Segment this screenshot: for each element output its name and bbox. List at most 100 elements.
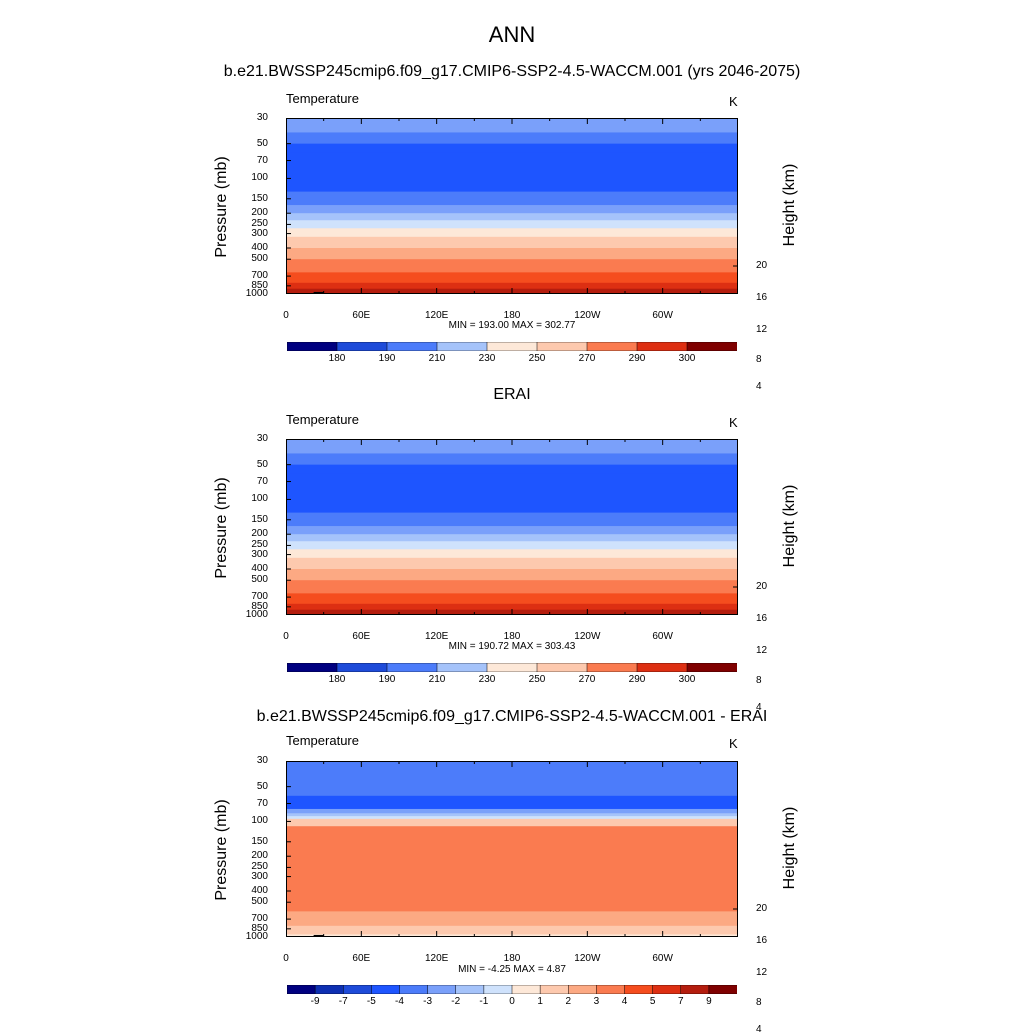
contour-band — [286, 152, 738, 179]
panel-variable-label: Temperature — [286, 733, 359, 748]
colorbar-box — [343, 985, 372, 994]
colorbar-box — [336, 342, 388, 351]
colorbar-box — [511, 985, 541, 994]
colorbar-label: 2 — [565, 996, 572, 1007]
colorbar-label: 270 — [578, 353, 596, 364]
colorbar-label: 290 — [628, 674, 646, 685]
y-tick-label: 100 — [251, 815, 268, 827]
colorbar-box — [680, 985, 710, 994]
colorbar-label: 230 — [478, 674, 496, 685]
y-tick-label: 500 — [251, 574, 268, 586]
contour-band — [286, 205, 738, 214]
contour-band — [286, 236, 738, 249]
colorbar-box — [486, 663, 538, 672]
colorbar-box — [336, 663, 388, 672]
y-tick-label: 200 — [251, 528, 268, 540]
x-tick-label: 60E — [352, 310, 371, 321]
x-tick-label: 0 — [283, 310, 289, 321]
y-tick-label: 400 — [251, 563, 268, 574]
y-tick-label: 850 — [251, 600, 268, 612]
y-right-tick-label: 8 — [756, 354, 762, 365]
colorbar-label: 230 — [478, 353, 496, 364]
contour-band — [286, 191, 738, 206]
y-tick-label: 150 — [251, 835, 268, 847]
contour-band — [286, 816, 738, 820]
colorbar-label: 7 — [677, 996, 684, 1007]
colorbar-box — [624, 985, 654, 994]
contour-band — [286, 228, 738, 238]
x-tick-label: 120W — [574, 631, 601, 642]
colorbar-box — [483, 985, 513, 994]
contour-band — [286, 593, 738, 605]
colorbar-box — [686, 342, 737, 351]
topography-mask — [313, 934, 324, 937]
x-tick-label: 0 — [283, 631, 289, 642]
plot-area — [286, 761, 738, 937]
x-tick-label: 0 — [283, 953, 289, 964]
colorbar-label: 5 — [649, 996, 656, 1007]
contour-band — [286, 795, 738, 810]
colorbar-label: -5 — [366, 996, 376, 1007]
colorbar-box — [427, 985, 457, 994]
contour-band — [286, 557, 738, 570]
y-axis-right-label: Height (km) — [781, 484, 798, 568]
colorbar-box — [636, 663, 688, 672]
colorbar-box — [586, 663, 638, 672]
colorbar-label: 300 — [678, 674, 696, 685]
stats-label: MIN = 193.00 MAX = 302.77 — [448, 320, 576, 331]
y-tick-label: 700 — [251, 913, 268, 925]
y-tick-label: 1000 — [245, 609, 268, 620]
colorbar-label: -1 — [479, 996, 489, 1007]
contour-band — [286, 911, 738, 927]
colorbar — [287, 985, 737, 994]
y-tick-label: 200 — [251, 207, 268, 219]
colorbar-label: -3 — [423, 996, 433, 1007]
contour-band — [286, 464, 738, 475]
y-tick-label: 300 — [251, 870, 268, 882]
y-tick-label: 500 — [251, 896, 268, 908]
y-tick-label: 300 — [251, 227, 268, 239]
y-right-tick-label: 20 — [756, 903, 768, 914]
x-tick-label: 120W — [574, 310, 601, 321]
y-tick-label: 700 — [251, 591, 268, 603]
panel-title: b.e21.BWSSP245cmip6.f09_g17.CMIP6-SSP2-4… — [223, 63, 801, 80]
y-right-tick-label: 20 — [756, 260, 768, 271]
stats-label: MIN = -4.25 MAX = 4.87 — [458, 964, 566, 975]
contour-band — [286, 534, 738, 542]
x-tick-label: 60W — [652, 310, 673, 321]
contour-band — [286, 282, 738, 290]
colorbar-label: -4 — [395, 996, 404, 1007]
y-right-tick-label: 4 — [756, 702, 762, 713]
figure-title: ANN — [488, 22, 536, 47]
colorbar-label: -7 — [338, 996, 348, 1007]
y-tick-label: 50 — [256, 780, 268, 792]
x-tick-label: 60E — [352, 631, 371, 642]
contour-band — [286, 549, 738, 559]
y-right-tick-label: 16 — [756, 935, 768, 946]
y-right-tick-label: 16 — [756, 292, 768, 303]
colorbar-box — [371, 985, 401, 994]
contour-band — [286, 213, 738, 221]
contour-band — [286, 541, 738, 550]
colorbar-label: 9 — [706, 996, 712, 1007]
colorbar-box — [399, 985, 429, 994]
y-tick-label: 250 — [251, 218, 268, 230]
contour-band — [286, 259, 738, 273]
colorbar-box — [486, 342, 538, 351]
contour-band — [286, 808, 738, 814]
x-tick-label: 60E — [352, 953, 371, 964]
contour-band — [286, 272, 738, 284]
y-tick-label: 300 — [251, 548, 268, 560]
y-tick-label: 150 — [251, 192, 268, 204]
y-tick-label: 850 — [251, 922, 268, 934]
contour-band — [286, 569, 738, 581]
colorbar-box — [287, 985, 316, 994]
contour-band — [286, 818, 738, 827]
x-tick-label: 180 — [503, 953, 521, 964]
y-right-tick-label: 20 — [756, 581, 768, 592]
colorbar-label: 190 — [378, 353, 396, 364]
y-axis-right-label: Height (km) — [781, 163, 798, 247]
x-tick-label: 60W — [652, 631, 673, 642]
contour-band — [286, 499, 738, 514]
colorbar-label: 250 — [528, 353, 546, 364]
